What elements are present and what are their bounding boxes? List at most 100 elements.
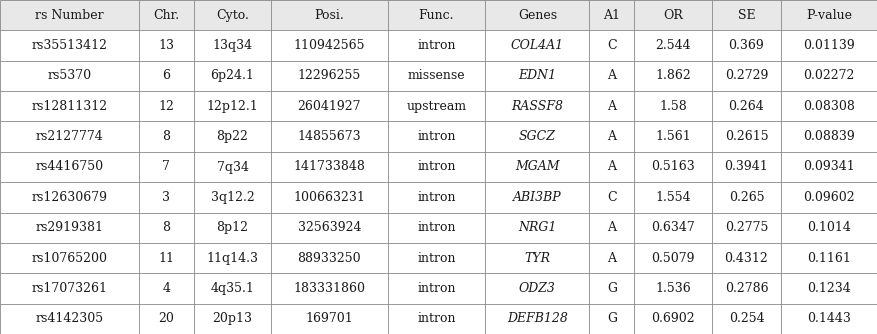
Text: 12296255: 12296255 (298, 69, 361, 82)
Text: 11q14.3: 11q14.3 (206, 252, 259, 265)
Bar (781, 30, 877, 61)
Bar (139, 91, 194, 122)
Bar (589, 304, 634, 334)
Text: rs12811312: rs12811312 (32, 100, 107, 113)
Text: 12p12.1: 12p12.1 (207, 100, 259, 113)
Text: Func.: Func. (418, 9, 454, 22)
Bar (388, 182, 485, 212)
Text: 0.1234: 0.1234 (807, 282, 851, 295)
Text: rs35513412: rs35513412 (32, 39, 107, 52)
Bar (781, 243, 877, 273)
Text: 7q34: 7q34 (217, 161, 248, 173)
Text: 141733848: 141733848 (294, 161, 366, 173)
Bar (139, 273, 194, 304)
Bar (139, 304, 194, 334)
Bar (0, 243, 139, 273)
Bar (634, 273, 712, 304)
Text: 8: 8 (162, 221, 170, 234)
Bar (139, 212, 194, 243)
Bar (388, 243, 485, 273)
Text: G: G (607, 282, 617, 295)
Bar (781, 152, 877, 182)
Bar (388, 212, 485, 243)
Text: 0.1443: 0.1443 (807, 312, 851, 325)
Text: 110942565: 110942565 (294, 39, 365, 52)
Bar (388, 61, 485, 91)
Text: 0.09341: 0.09341 (803, 161, 855, 173)
Text: Posi.: Posi. (315, 9, 345, 22)
Bar (0, 212, 139, 243)
Text: 0.1014: 0.1014 (807, 221, 851, 234)
Bar (485, 0, 589, 30)
Text: EDN1: EDN1 (518, 69, 557, 82)
Bar (781, 182, 877, 212)
Bar (712, 152, 781, 182)
Bar (485, 91, 589, 122)
Text: 4: 4 (162, 282, 170, 295)
Bar (0, 182, 139, 212)
Bar (139, 122, 194, 152)
Bar (0, 30, 139, 61)
Bar (0, 91, 139, 122)
Bar (781, 212, 877, 243)
Text: A: A (608, 100, 617, 113)
Text: 1.536: 1.536 (655, 282, 691, 295)
Bar (139, 243, 194, 273)
Bar (634, 61, 712, 91)
Text: 3q12.2: 3q12.2 (210, 191, 254, 204)
Text: C: C (607, 191, 617, 204)
Text: A: A (608, 252, 617, 265)
Text: COL4A1: COL4A1 (511, 39, 564, 52)
Text: rs4416750: rs4416750 (35, 161, 103, 173)
Text: intron: intron (417, 282, 456, 295)
Bar (485, 61, 589, 91)
Text: intron: intron (417, 191, 456, 204)
Text: 13: 13 (158, 39, 175, 52)
Bar (634, 243, 712, 273)
Bar (589, 122, 634, 152)
Bar (712, 30, 781, 61)
Bar (634, 30, 712, 61)
Bar (388, 273, 485, 304)
Text: Genes: Genes (517, 9, 557, 22)
Bar (194, 152, 271, 182)
Bar (634, 212, 712, 243)
Text: 0.1161: 0.1161 (807, 252, 851, 265)
Bar (634, 152, 712, 182)
Bar (271, 182, 388, 212)
Bar (781, 273, 877, 304)
Text: 88933250: 88933250 (297, 252, 361, 265)
Text: OR: OR (663, 9, 683, 22)
Bar (712, 304, 781, 334)
Bar (194, 304, 271, 334)
Text: 0.264: 0.264 (729, 100, 765, 113)
Text: 8p12: 8p12 (217, 221, 248, 234)
Text: rs Number: rs Number (35, 9, 103, 22)
Bar (781, 0, 877, 30)
Bar (485, 304, 589, 334)
Bar (271, 91, 388, 122)
Text: Chr.: Chr. (153, 9, 179, 22)
Bar (0, 122, 139, 152)
Text: 0.02272: 0.02272 (803, 69, 855, 82)
Text: TYR: TYR (524, 252, 551, 265)
Bar (589, 182, 634, 212)
Bar (139, 0, 194, 30)
Text: 0.5163: 0.5163 (651, 161, 695, 173)
Bar (271, 61, 388, 91)
Text: G: G (607, 312, 617, 325)
Bar (194, 273, 271, 304)
Text: 12: 12 (158, 100, 175, 113)
Text: intron: intron (417, 252, 456, 265)
Bar (781, 61, 877, 91)
Text: A: A (608, 69, 617, 82)
Text: RASSF8: RASSF8 (511, 100, 563, 113)
Bar (388, 30, 485, 61)
Bar (589, 212, 634, 243)
Bar (271, 243, 388, 273)
Text: Cyto.: Cyto. (216, 9, 249, 22)
Bar (194, 91, 271, 122)
Bar (485, 182, 589, 212)
Bar (589, 30, 634, 61)
Bar (589, 243, 634, 273)
